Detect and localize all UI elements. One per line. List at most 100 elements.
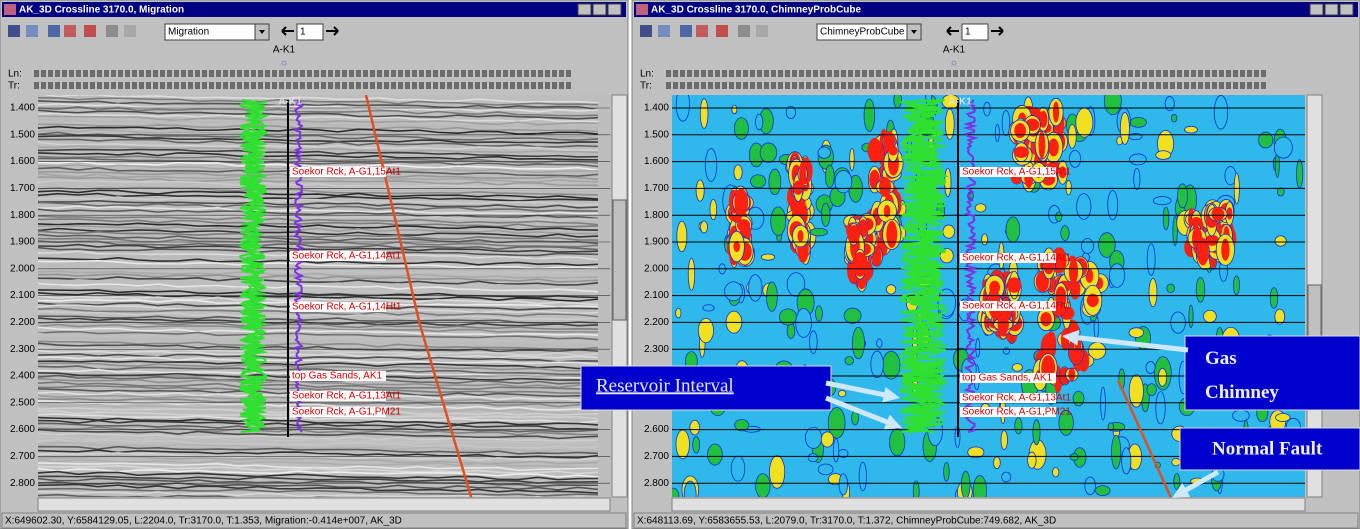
trace-header-mark xyxy=(1100,82,1105,89)
v-scroll-thumb[interactable] xyxy=(612,199,627,321)
horizon-label-bg xyxy=(960,253,1056,263)
trace-header-mark xyxy=(349,82,354,89)
trace-header-mark xyxy=(1016,70,1021,77)
probability-blob xyxy=(1162,206,1170,231)
ln-label: Ln: xyxy=(8,69,22,80)
annotation-box xyxy=(1184,335,1360,411)
probability-blob xyxy=(689,419,701,436)
probability-core xyxy=(1014,123,1027,139)
title-button[interactable] xyxy=(592,3,607,16)
toolbar-button[interactable] xyxy=(640,25,652,37)
toolbar-button[interactable] xyxy=(738,25,750,37)
toolbar-button[interactable] xyxy=(84,25,96,37)
seismic-reflector xyxy=(38,458,599,469)
title-button[interactable] xyxy=(1339,3,1354,16)
trace-header-mark xyxy=(258,70,263,77)
toolbar-button[interactable] xyxy=(680,25,692,37)
toolbar-button[interactable] xyxy=(716,25,728,37)
seismic-reflector xyxy=(38,467,599,478)
trace-header-mark xyxy=(1254,82,1259,89)
time-tick-label: 1.900 xyxy=(10,237,35,248)
seismic-reflector xyxy=(38,257,599,267)
probability-blob xyxy=(912,480,920,497)
probability-blob xyxy=(1055,211,1063,223)
ln-label: Ln: xyxy=(640,69,654,80)
trace-header-mark xyxy=(1128,82,1133,89)
probability-blob xyxy=(817,146,831,159)
trace-header-mark xyxy=(785,82,790,89)
h-scrollbar[interactable] xyxy=(37,497,611,512)
toolbar-button[interactable] xyxy=(106,25,118,37)
spin-right[interactable] xyxy=(991,26,1004,36)
horizon-label: Soekor Rck, A-G1,14At1 xyxy=(292,251,401,262)
trace-header-mark xyxy=(1191,70,1196,77)
seismic-reflector xyxy=(38,332,599,344)
annotation-arrowhead xyxy=(883,414,902,430)
h-scrollbar[interactable] xyxy=(671,497,1306,512)
toolbar-button[interactable] xyxy=(696,25,708,37)
spin-box[interactable] xyxy=(961,23,989,41)
toolbar-button[interactable] xyxy=(64,25,76,37)
probability-core xyxy=(883,204,891,218)
seismic-reflector xyxy=(38,465,599,475)
combo-arrow-icon xyxy=(259,30,265,34)
toolbar-button[interactable] xyxy=(756,25,768,37)
trace-header-mark xyxy=(174,70,179,77)
trace-header-mark xyxy=(1142,70,1147,77)
probability-blob xyxy=(967,446,985,459)
probability-blob xyxy=(755,473,771,497)
spin-left[interactable] xyxy=(946,26,959,36)
window-title: AK_3D Crossline 3170.0, ChimneyProbCube xyxy=(651,5,862,16)
trace-header-mark xyxy=(932,82,937,89)
status-text: X:649602.30, Y:6584129.05, L:2204.0, Tr:… xyxy=(5,516,402,527)
title-button[interactable] xyxy=(607,3,622,16)
trace-header-mark xyxy=(750,82,755,89)
time-tick-label: 1.500 xyxy=(10,129,35,140)
trace-header-mark xyxy=(216,82,221,89)
seismic-reflector xyxy=(38,273,599,283)
annotation-arrow xyxy=(825,395,890,426)
probability-blob xyxy=(692,436,701,454)
toolbar-button[interactable] xyxy=(26,25,38,37)
trace-header-mark xyxy=(946,70,951,77)
trace-header-mark xyxy=(813,82,818,89)
probability-core xyxy=(997,313,1009,335)
toolbar-button[interactable] xyxy=(124,25,136,37)
probability-blob xyxy=(704,148,718,182)
seismic-reflector xyxy=(38,134,599,144)
probability-blob xyxy=(1075,107,1094,138)
probability-blob xyxy=(838,473,848,496)
toolbar-button[interactable] xyxy=(658,25,670,37)
trace-header-mark xyxy=(83,82,88,89)
trace-header-mark xyxy=(412,82,417,89)
seismic-reflector xyxy=(38,97,599,106)
toolbar-button[interactable] xyxy=(8,25,20,37)
seismic-reflector xyxy=(38,211,599,222)
trace-header-mark xyxy=(1002,82,1007,89)
probability-blob xyxy=(1001,471,1012,483)
toolbar-button[interactable] xyxy=(48,25,60,37)
trace-header-mark xyxy=(62,82,67,89)
probability-blob xyxy=(766,281,778,312)
well-symbol: ☼ xyxy=(949,58,958,69)
trace-header-mark xyxy=(1037,70,1042,77)
trace-header-mark xyxy=(503,82,508,89)
trace-header-mark xyxy=(76,70,81,77)
trace-header-mark xyxy=(566,70,571,77)
seismic-reflector xyxy=(38,115,599,126)
spin-left[interactable] xyxy=(281,26,294,36)
trace-header-mark xyxy=(1261,70,1266,77)
probability-blob xyxy=(675,307,682,319)
seismic-reflector xyxy=(38,299,599,308)
title-button[interactable] xyxy=(577,3,592,16)
title-button[interactable] xyxy=(1309,3,1324,16)
trace-header-mark xyxy=(1219,70,1224,77)
spin-box[interactable] xyxy=(296,23,324,41)
trace-header-mark xyxy=(342,82,347,89)
trace-header-mark xyxy=(1198,70,1203,77)
spin-right[interactable] xyxy=(326,26,339,36)
trace-header-mark xyxy=(510,82,515,89)
trace-header-mark xyxy=(841,70,846,77)
seismic-reflector xyxy=(38,131,599,141)
title-button[interactable] xyxy=(1324,3,1339,16)
